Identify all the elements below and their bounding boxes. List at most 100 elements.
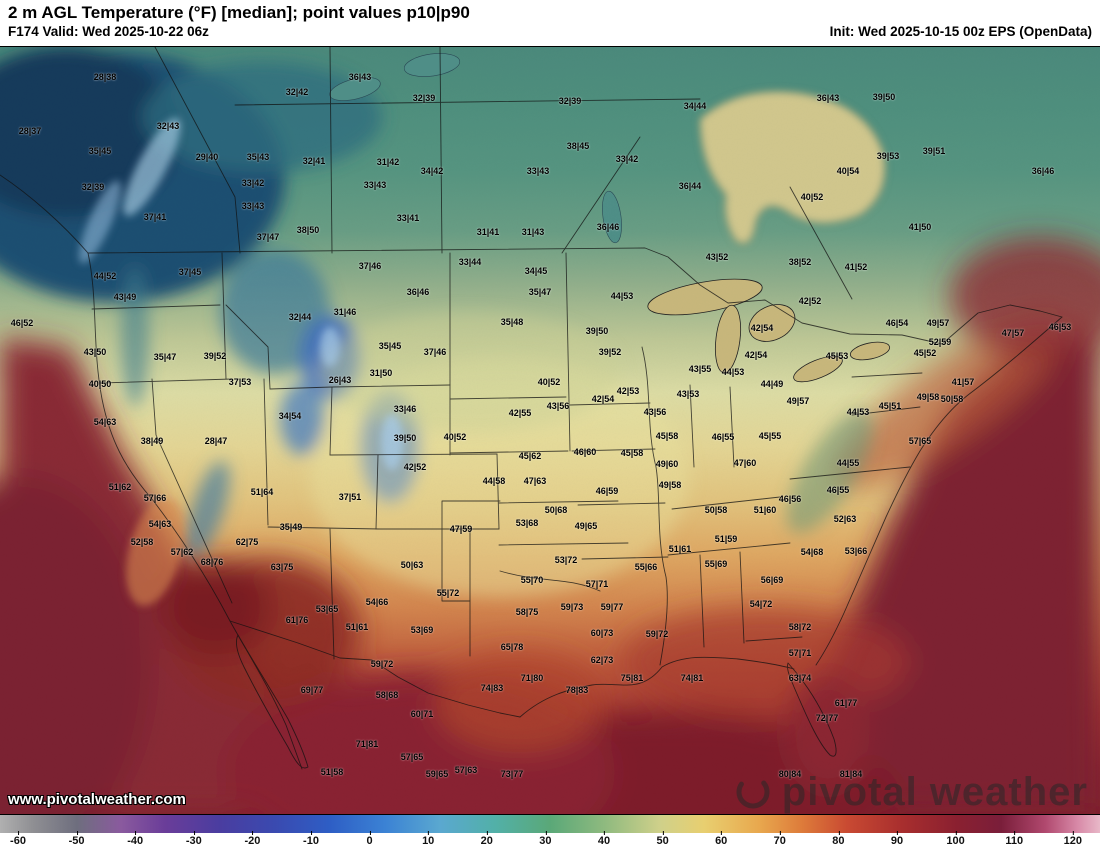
point-value: 33|46 xyxy=(393,404,417,414)
brand-watermark: pivotal weather xyxy=(734,772,1088,812)
point-value: 49|65 xyxy=(574,521,598,531)
temperature-field-svg xyxy=(0,47,1100,814)
point-value: 41|50 xyxy=(908,222,932,232)
point-value: 69|77 xyxy=(300,685,324,695)
point-value: 42|53 xyxy=(616,386,640,396)
point-value: 45|53 xyxy=(825,351,849,361)
point-value: 40|50 xyxy=(88,379,112,389)
point-value: 32|39 xyxy=(81,182,105,192)
point-value: 53|66 xyxy=(844,546,868,556)
colorbar-tick: -40 xyxy=(127,831,144,847)
point-value: 42|52 xyxy=(403,462,427,472)
point-value: 49|58 xyxy=(916,392,940,402)
point-value: 37|47 xyxy=(256,232,280,242)
point-value: 39|52 xyxy=(203,351,227,361)
point-value: 44|53 xyxy=(721,367,745,377)
point-value: 35|43 xyxy=(246,152,270,162)
point-value: 31|46 xyxy=(333,307,357,317)
point-value: 54|68 xyxy=(800,547,824,557)
point-value: 61|77 xyxy=(834,698,858,708)
point-value: 49|60 xyxy=(655,459,679,469)
point-value: 43|56 xyxy=(643,407,667,417)
point-value: 71|80 xyxy=(520,673,544,683)
point-value: 28|47 xyxy=(204,436,228,446)
point-value: 34|42 xyxy=(420,166,444,176)
point-value: 39|50 xyxy=(393,433,417,443)
point-value: 33|42 xyxy=(615,154,639,164)
point-value: 46|55 xyxy=(711,432,735,442)
point-value: 31|50 xyxy=(369,368,393,378)
point-value: 33|43 xyxy=(363,180,387,190)
point-value: 61|76 xyxy=(285,615,309,625)
point-value: 71|81 xyxy=(355,739,379,749)
point-value: 45|51 xyxy=(878,401,902,411)
point-value: 35|47 xyxy=(153,352,177,362)
point-value: 38|52 xyxy=(788,257,812,267)
point-value: 46|60 xyxy=(573,447,597,457)
point-value: 46|56 xyxy=(778,494,802,504)
point-value: 57|66 xyxy=(143,493,167,503)
colorbar-ticks: -60 -50 -40 -30 -20 -10 0 10 20 30 40 50 60 70 80 90 100… xyxy=(0,831,1100,850)
point-value: 55|70 xyxy=(520,575,544,585)
point-value: 51|61 xyxy=(345,622,369,632)
point-value: 57|71 xyxy=(788,648,812,658)
point-value: 78|83 xyxy=(565,685,589,695)
point-value: 39|51 xyxy=(922,146,946,156)
time-row: F174 Valid: Wed 2025-10-22 06z Init: Wed… xyxy=(8,24,1092,39)
point-value: 58|72 xyxy=(788,622,812,632)
point-value: 36|44 xyxy=(678,181,702,191)
point-value: 59|77 xyxy=(600,602,624,612)
point-value: 31|43 xyxy=(521,227,545,237)
colorbar: -60 -50 -40 -30 -20 -10 0 10 20 30 40 50 60 70 80 90 100… xyxy=(0,815,1100,850)
point-value: 31|42 xyxy=(376,157,400,167)
point-value: 39|53 xyxy=(876,151,900,161)
point-value: 42|55 xyxy=(508,408,532,418)
point-value: 39|50 xyxy=(872,92,896,102)
point-value: 74|83 xyxy=(480,683,504,693)
point-value: 42|54 xyxy=(591,394,615,404)
point-value: 35|45 xyxy=(378,341,402,351)
point-value: 46|54 xyxy=(885,318,909,328)
point-value: 46|59 xyxy=(595,486,619,496)
point-value: 44|58 xyxy=(482,476,506,486)
colorbar-tick: 120 xyxy=(1063,831,1082,847)
point-value: 49|57 xyxy=(926,318,950,328)
point-value: 34|45 xyxy=(524,266,548,276)
point-value: 44|52 xyxy=(93,271,117,281)
point-value: 43|53 xyxy=(676,389,700,399)
point-value: 43|50 xyxy=(83,347,107,357)
point-value: 36|43 xyxy=(348,72,372,82)
point-value: 50|68 xyxy=(544,505,568,515)
colorbar-tick: 50 xyxy=(656,831,669,847)
point-value: 46|53 xyxy=(1048,322,1072,332)
colorbar-tick: 60 xyxy=(715,831,728,847)
point-value: 80|84 xyxy=(778,769,802,779)
point-value: 38|49 xyxy=(140,436,164,446)
point-value: 32|39 xyxy=(558,96,582,106)
colorbar-tick: 20 xyxy=(480,831,493,847)
point-value: 37|51 xyxy=(338,492,362,502)
point-value: 35|48 xyxy=(500,317,524,327)
point-value: 53|68 xyxy=(515,518,539,528)
point-value: 42|52 xyxy=(798,296,822,306)
point-value: 60|73 xyxy=(590,628,614,638)
point-value: 51|59 xyxy=(714,534,738,544)
map-points: 28|38 36|43 32|42 32|39 32|39 34|44 36|43 39|50… xyxy=(0,47,1100,814)
point-value: 47|59 xyxy=(449,524,473,534)
point-value: 35|49 xyxy=(279,522,303,532)
brand-text: pivotal weather xyxy=(781,770,1088,814)
point-value: 39|50 xyxy=(585,326,609,336)
colorbar-tick: 70 xyxy=(773,831,786,847)
point-value: 53|65 xyxy=(315,604,339,614)
point-value: 37|41 xyxy=(143,212,167,222)
point-value: 44|53 xyxy=(846,407,870,417)
point-value: 28|37 xyxy=(18,126,42,136)
point-value: 41|52 xyxy=(844,262,868,272)
map-canvas[interactable]: 28|38 36|43 32|42 32|39 32|39 34|44 36|43 39|50… xyxy=(0,46,1100,815)
point-value: 39|52 xyxy=(598,347,622,357)
point-value: 46|55 xyxy=(826,485,850,495)
point-value: 57|62 xyxy=(170,547,194,557)
point-value: 74|81 xyxy=(680,673,704,683)
colorbar-tick: -60 xyxy=(10,831,26,847)
point-value: 41|57 xyxy=(951,377,975,387)
